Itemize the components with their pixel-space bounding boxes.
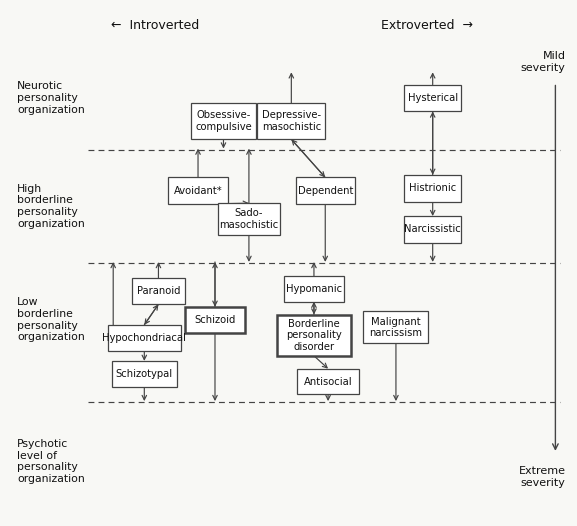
- FancyBboxPatch shape: [284, 276, 344, 302]
- Text: Antisocial: Antisocial: [304, 377, 353, 387]
- Text: Extroverted  →: Extroverted →: [381, 19, 473, 33]
- Text: Low
borderline
personality
organization: Low borderline personality organization: [17, 297, 85, 342]
- FancyBboxPatch shape: [404, 216, 461, 243]
- Text: Schizotypal: Schizotypal: [116, 369, 173, 379]
- Text: Neurotic
personality
organization: Neurotic personality organization: [17, 82, 85, 115]
- FancyBboxPatch shape: [112, 361, 177, 387]
- Text: Extreme
severity: Extreme severity: [519, 466, 565, 488]
- Text: Psychotic
level of
personality
organization: Psychotic level of personality organizat…: [17, 439, 85, 484]
- Text: Histrionic: Histrionic: [409, 183, 456, 193]
- FancyBboxPatch shape: [404, 85, 461, 112]
- Text: Narcissistic: Narcissistic: [404, 225, 461, 235]
- FancyBboxPatch shape: [218, 203, 280, 235]
- Text: Mild
severity: Mild severity: [520, 51, 565, 73]
- FancyBboxPatch shape: [257, 103, 325, 139]
- FancyBboxPatch shape: [404, 175, 461, 201]
- FancyBboxPatch shape: [185, 307, 245, 332]
- FancyBboxPatch shape: [132, 278, 185, 304]
- Text: Malignant
narcissism: Malignant narcissism: [369, 317, 422, 338]
- FancyBboxPatch shape: [295, 177, 355, 204]
- FancyBboxPatch shape: [364, 311, 429, 343]
- Text: Obsessive-
compulsive: Obsessive- compulsive: [195, 110, 252, 132]
- FancyBboxPatch shape: [297, 369, 359, 394]
- FancyBboxPatch shape: [107, 325, 181, 351]
- Text: ←  Introverted: ← Introverted: [111, 19, 200, 33]
- Text: Dependent: Dependent: [298, 186, 353, 196]
- FancyBboxPatch shape: [168, 177, 228, 204]
- Text: Depressive-
masochistic: Depressive- masochistic: [262, 110, 321, 132]
- Text: Hypochondriacal: Hypochondriacal: [102, 333, 186, 343]
- Text: Avoidant*: Avoidant*: [174, 186, 222, 196]
- Text: Hypomanic: Hypomanic: [286, 284, 342, 294]
- Text: Schizoid: Schizoid: [194, 315, 235, 325]
- Text: High
borderline
personality
organization: High borderline personality organization: [17, 184, 85, 229]
- Text: Sado-
masochistic: Sado- masochistic: [219, 208, 279, 230]
- Text: Hysterical: Hysterical: [407, 93, 458, 103]
- FancyBboxPatch shape: [191, 103, 256, 139]
- Text: Paranoid: Paranoid: [137, 286, 180, 296]
- FancyBboxPatch shape: [277, 315, 351, 356]
- Text: Borderline
personality
disorder: Borderline personality disorder: [286, 319, 342, 352]
